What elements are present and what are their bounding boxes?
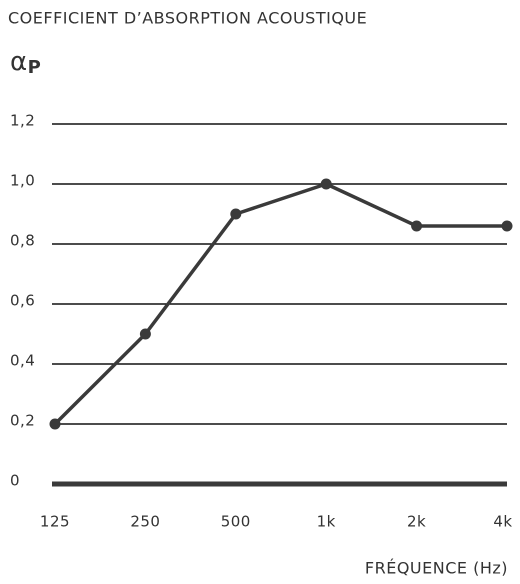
y-tick-label: 0,4 — [10, 352, 35, 370]
data-line — [53, 182, 507, 426]
data-point — [49, 418, 61, 430]
data-point — [230, 208, 242, 220]
x-axis-label: FRÉQUENCE (Hz) — [365, 559, 508, 578]
x-tick-label: 125 — [40, 513, 70, 531]
y-tick-label: 0 — [10, 472, 20, 490]
y-tick-label: 1,2 — [10, 112, 35, 130]
y-axis-label: αP — [10, 47, 41, 79]
y-label-symbol: α — [10, 47, 28, 77]
data-point — [411, 220, 423, 232]
y-tick-label: 0,2 — [10, 412, 35, 430]
x-tick-label: 500 — [221, 513, 251, 531]
data-point — [139, 328, 151, 340]
data-point — [320, 178, 332, 190]
data-point — [501, 220, 513, 232]
y-tick-label: 0,8 — [10, 232, 35, 250]
x-tick-label: 2k — [407, 513, 426, 531]
y-label-subscript: P — [28, 57, 42, 78]
y-tick-label: 1,0 — [10, 172, 35, 190]
y-tick-label: 0,6 — [10, 292, 35, 310]
x-tick-label: 4k — [493, 513, 512, 531]
chart-title: COEFFICIENT D’ABSORPTION ACOUSTIQUE — [8, 9, 367, 28]
x-tick-label: 250 — [130, 513, 160, 531]
x-tick-label: 1k — [317, 513, 336, 531]
